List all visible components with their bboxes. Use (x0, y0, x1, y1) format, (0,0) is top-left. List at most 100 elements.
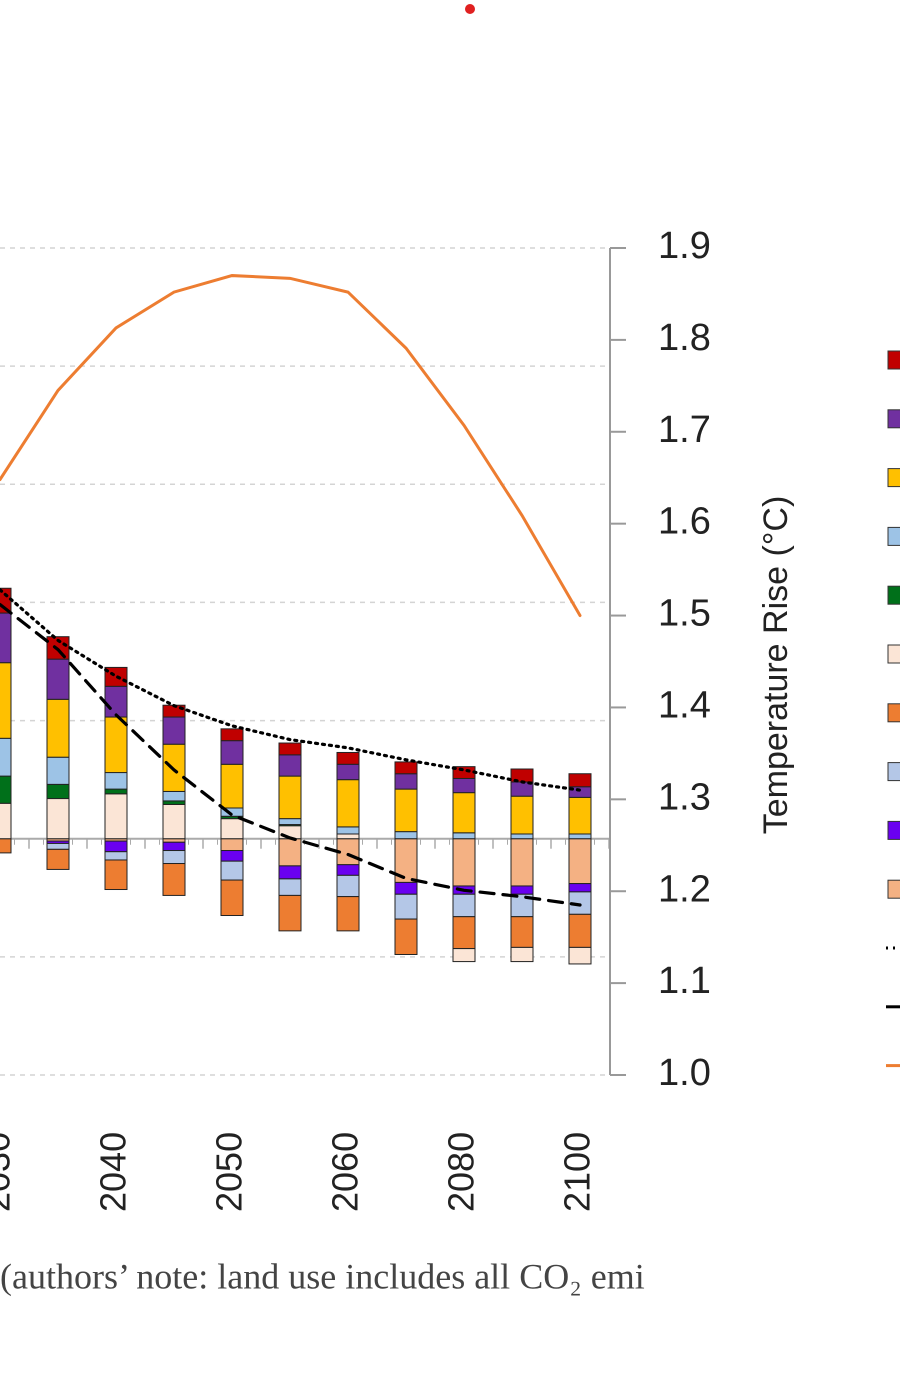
x-tick-label: 2030 (0, 1132, 18, 1212)
x-tick-label: 2050 (209, 1132, 250, 1212)
bar-segment (46, 848, 70, 870)
legend-swatch (887, 468, 900, 488)
x-tick-label: 2060 (325, 1132, 366, 1212)
bar-segment (394, 918, 418, 955)
bar-segment (46, 798, 70, 840)
y2-tick-label: 1.2 (658, 868, 711, 910)
bar-segment (336, 779, 360, 828)
bar-segment (278, 838, 302, 867)
bar-segment (46, 842, 70, 850)
bar-segment (46, 658, 70, 700)
bar-segment (0, 662, 12, 739)
bar-segment (568, 796, 592, 835)
bar-segment (162, 800, 186, 805)
bar-segment (104, 840, 128, 853)
bar-segment (452, 832, 476, 840)
bar-segment (336, 763, 360, 781)
y2-tick-label: 1.1 (658, 960, 711, 1002)
legend-swatch (887, 644, 900, 664)
line-series (0, 602, 582, 907)
bar-segment (278, 894, 302, 932)
x-tick-label: 2040 (93, 1132, 134, 1212)
legend-swatch (887, 409, 900, 429)
x-tick-label: 2080 (441, 1132, 482, 1212)
y2-tick-label: 1.8 (658, 317, 711, 359)
line-series (0, 274, 582, 618)
legend-swatch (887, 526, 900, 546)
bar-segment (568, 913, 592, 948)
bar-segment (162, 803, 186, 840)
bar-segment (162, 850, 186, 865)
line-series (0, 588, 582, 792)
bar-segment (104, 788, 128, 795)
indicator-dot (465, 4, 475, 14)
bar-segment (278, 818, 302, 826)
bar-segment (336, 874, 360, 898)
bar-segment (278, 878, 302, 896)
bar-segment (568, 883, 592, 893)
bar-segment (568, 833, 592, 840)
bar-segment (394, 788, 418, 833)
bar-segment (394, 773, 418, 790)
bar-segment (278, 775, 302, 820)
y2-tick-label: 1.7 (658, 409, 711, 451)
bar-segment (0, 737, 12, 777)
bar-segment (336, 864, 360, 876)
bar-segment (104, 851, 128, 861)
bar-segment (220, 860, 244, 881)
y2-axis-title: Temperature Rise (°C) (757, 496, 795, 835)
bar-segment (0, 775, 12, 804)
y2-tick-label: 1.6 (658, 501, 711, 543)
bar-segment (0, 838, 12, 854)
caption: (authors’ note: land use includes all CO… (0, 1256, 645, 1296)
y2-tick-label: 1.3 (658, 776, 711, 818)
y2-tick-label: 1.4 (658, 684, 711, 726)
bar-segment (104, 716, 128, 774)
bar-segment (278, 754, 302, 777)
bar-segment (162, 863, 186, 896)
bar-segment (0, 802, 12, 840)
bar-segment (394, 831, 418, 840)
legend-swatch (887, 703, 900, 723)
bar-segment (336, 826, 360, 835)
bar-segment (46, 698, 70, 758)
bar-segment (104, 772, 128, 790)
bar-segment (394, 761, 418, 775)
bar-segment (104, 666, 128, 687)
bar-segment (220, 818, 244, 840)
bar-segment (510, 946, 534, 963)
bar-segment (336, 896, 360, 932)
legend-swatch (887, 762, 900, 782)
bar-segment (104, 685, 128, 718)
bar-segment (220, 763, 244, 809)
bar-segment (510, 916, 534, 948)
legend-swatch (887, 585, 900, 605)
bar-segment (220, 850, 244, 862)
bar-segment (452, 777, 476, 794)
y2-tick-label: 1.9 (658, 225, 711, 267)
bar-segment (278, 742, 302, 756)
bar-segment (452, 838, 476, 887)
bar-segment (568, 838, 592, 885)
bar-segment (220, 740, 244, 765)
bar-segment (452, 916, 476, 950)
bar-segment (452, 792, 476, 834)
bar-segment (104, 793, 128, 840)
y2-tick-label: 1.0 (658, 1052, 711, 1094)
bar-segment (278, 865, 302, 880)
bar-segment (568, 773, 592, 788)
bar-segment (336, 751, 360, 765)
bar-segment (162, 841, 186, 852)
bar-segment (162, 838, 186, 843)
bar-segment (452, 893, 476, 918)
bar-segment (46, 783, 70, 800)
bar-segment (510, 795, 534, 835)
bar-segment (510, 885, 534, 895)
bar-segment (336, 833, 360, 840)
bar-segment (46, 756, 70, 785)
bar-segment (162, 790, 186, 802)
bar-segment (568, 946, 592, 965)
bar-segment (394, 881, 418, 895)
